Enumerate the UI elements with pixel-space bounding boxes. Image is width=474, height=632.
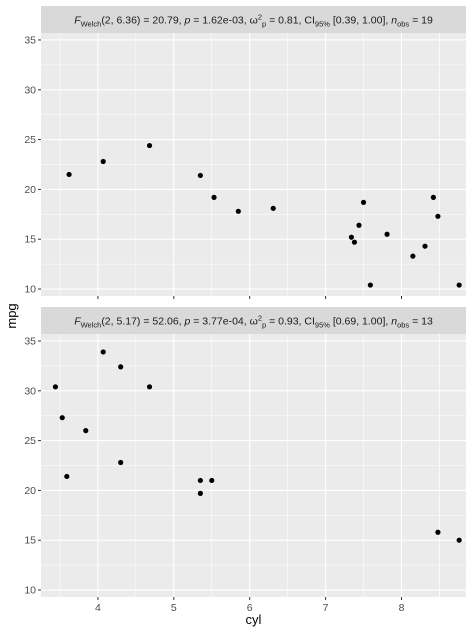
data-point: [209, 477, 215, 484]
facet-panel-1: FWelch(2, 6.36) = 20.79, p = 1.62e-03, ω…: [24, 6, 466, 299]
data-point: [197, 172, 203, 179]
x-tick-label: 7: [323, 602, 329, 614]
facet-panel-2: FWelch(2, 5.17) = 52.06, p = 3.77e-04, ω…: [24, 307, 466, 614]
data-point: [64, 473, 70, 480]
data-point: [66, 171, 72, 178]
data-point: [146, 384, 153, 390]
data-point: [235, 208, 241, 214]
data-point: [422, 243, 428, 249]
y-tick-label: 20: [24, 485, 36, 497]
data-point: [118, 459, 124, 466]
data-point: [456, 537, 462, 543]
data-point: [384, 231, 390, 237]
x-axis-title: cyl: [246, 612, 262, 627]
data-point: [197, 490, 203, 496]
y-tick-label: 15: [24, 234, 36, 246]
data-point: [456, 282, 462, 288]
data-point: [100, 158, 106, 165]
y-tick-label: 30: [24, 385, 36, 397]
data-point: [356, 222, 362, 228]
data-point: [435, 213, 441, 219]
y-tick-label: 15: [24, 535, 36, 547]
y-tick-label: 10: [24, 284, 36, 296]
data-point: [100, 349, 106, 355]
facet-subtitle: FWelch(2, 6.36) = 20.79, p = 1.62e-03, ω…: [74, 13, 433, 29]
y-tick-label: 35: [24, 34, 36, 46]
y-tick-label: 25: [24, 435, 36, 447]
data-point: [270, 205, 276, 211]
data-point: [52, 384, 59, 390]
data-point: [118, 364, 124, 370]
y-axis-title: mpg: [4, 303, 19, 328]
x-tick-label: 6: [247, 602, 253, 614]
data-point: [197, 477, 203, 484]
data-point: [360, 199, 367, 205]
facet-subtitle: FWelch(2, 5.17) = 52.06, p = 3.77e-04, ω…: [74, 314, 433, 330]
y-tick-label: 30: [24, 84, 36, 96]
y-tick-label: 35: [24, 335, 36, 347]
data-point: [83, 428, 89, 434]
data-point: [211, 194, 217, 200]
facet-strip: [41, 6, 466, 33]
data-point: [430, 194, 436, 200]
y-tick-label: 25: [24, 134, 36, 146]
data-point: [351, 239, 358, 245]
data-point: [367, 282, 373, 288]
data-point: [146, 142, 153, 149]
y-tick-label: 10: [24, 585, 36, 597]
y-tick-label: 20: [24, 184, 36, 196]
data-point: [59, 415, 65, 421]
x-tick-label: 5: [171, 602, 177, 614]
data-point: [348, 234, 355, 240]
data-point: [410, 253, 416, 259]
facet-strip: [41, 307, 466, 334]
x-tick-label: 4: [95, 602, 101, 614]
x-tick-label: 8: [399, 602, 405, 614]
data-point: [435, 529, 441, 535]
